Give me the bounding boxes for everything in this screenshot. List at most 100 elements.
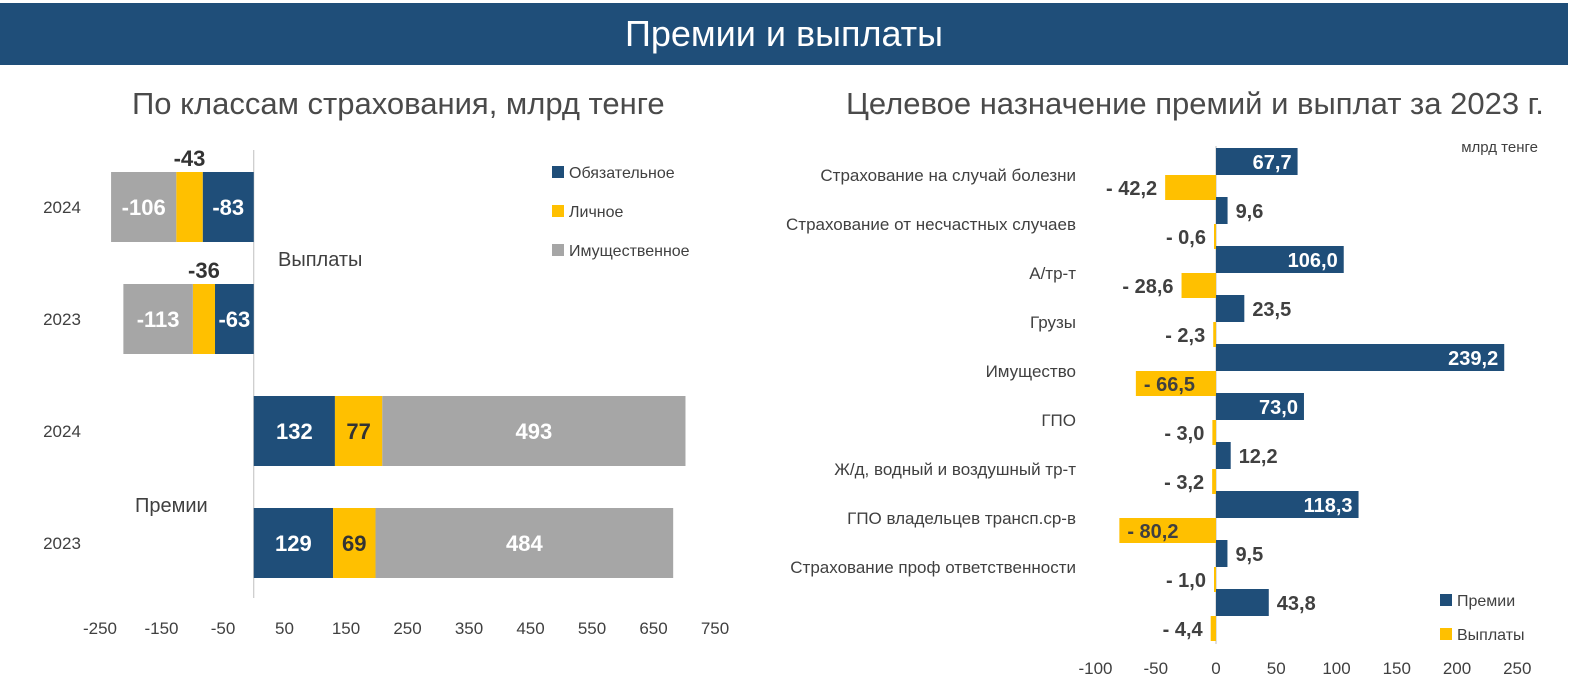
legend-label: Выплаты [1457,627,1525,644]
data-label-payout: - 3,0 [1164,423,1204,445]
bar-premium [1216,442,1231,469]
legend-swatch [552,166,564,178]
bar-payout [1212,420,1216,445]
category-label: А/тр-т [1029,264,1076,283]
bar-premium [1216,295,1245,322]
x-tick-label: 150 [332,619,360,638]
data-label-premium: 43,8 [1277,593,1316,615]
data-label-property: 493 [516,419,553,444]
data-label-property: 484 [506,531,543,556]
x-tick-label: 150 [1383,659,1411,678]
row-year-label: 2023 [43,534,81,553]
group-label-premiums: Премии [135,495,208,517]
data-label-payout: - 42,2 [1106,178,1157,200]
bar-premium [1216,540,1228,567]
bar-segment-property [123,284,193,354]
x-tick-label: 0 [1211,659,1220,678]
chart-classes: -250 -150 -50 50 150 250 350 450 550 650 750 2024 -8… [43,146,729,638]
bar-payout [1181,273,1216,298]
data-label-premium: 9,5 [1235,544,1263,566]
data-label-payout: - 80,2 [1127,521,1178,543]
bar-segment-personal [176,172,203,242]
data-label-premium: 12,2 [1239,446,1278,468]
data-label-payout: - 3,2 [1164,472,1204,494]
data-label-personal: 77 [346,419,370,444]
bar-segment-mandatory [215,284,254,354]
x-tick-label: -150 [144,619,178,638]
legend-swatch [1440,628,1452,640]
bar-segment-property [111,172,177,242]
bar-premium [1216,589,1269,616]
x-tick-label: -50 [1143,659,1168,678]
x-tick-label: 250 [393,619,421,638]
data-label-property: -113 [137,307,180,332]
data-label-personal: -36 [188,258,220,283]
data-label-premium: 118,3 [1304,495,1353,517]
bar-payout [1213,322,1216,347]
row-year-label: 2024 [43,422,81,441]
data-label-mandatory: -83 [212,195,244,220]
x-tick-label: -100 [1078,659,1112,678]
data-label-payout: - 1,0 [1166,570,1206,592]
x-tick-label: 50 [275,619,294,638]
bar-segment-mandatory [202,172,254,242]
category-label: Ж/д, водный и воздушный тр-т [834,460,1076,479]
bar-payout [1214,224,1216,249]
bar-payout [1210,616,1216,641]
data-label-payout: - 28,6 [1122,276,1173,298]
row-year-label: 2024 [43,198,81,217]
legend-label: Премии [1457,593,1515,610]
bar-segment-property [382,396,686,466]
chart-title-classes: По классам страхования, млрд тенге [132,86,665,121]
x-tick-label: 200 [1443,659,1471,678]
x-tick-label: 450 [516,619,544,638]
bar-premium [1216,246,1344,273]
x-tick-label: 750 [701,619,729,638]
bar-segment-mandatory [253,508,334,578]
data-label-premium: 239,2 [1448,348,1498,370]
bar-payout [1212,469,1216,494]
data-label-payout: - 4,4 [1163,619,1204,641]
bar-payout [1119,518,1216,543]
legend-swatch [552,244,564,256]
page-banner-title: Премии и выплаты [0,3,1568,65]
bar-premium [1216,393,1304,420]
data-label-property: -106 [122,195,166,220]
chart-title-purpose: Целевое назначение премий и выплат за 20… [846,86,1544,121]
legend-swatch [1440,594,1452,606]
bar-premium [1216,148,1298,175]
bar-segment-personal [334,396,383,466]
data-label-payout: - 0,6 [1166,227,1206,249]
bar-premium [1216,491,1359,518]
category-label: ГПО [1041,411,1076,430]
row-year-label: 2023 [43,310,81,329]
category-label: Страхование от несчастных случаев [786,215,1076,234]
data-label-premium: 73,0 [1259,397,1298,419]
data-label-payout: - 66,5 [1144,374,1195,396]
bar-segment-personal [192,284,216,354]
bar-premium [1216,344,1505,371]
x-tick-label: 50 [1267,659,1286,678]
data-label-payout: - 2,3 [1165,325,1205,347]
category-label: Имущество [986,362,1076,381]
data-label-personal: -43 [174,146,206,171]
bar-segment-mandatory [253,396,335,466]
bar-payout [1165,175,1216,200]
category-label: ГПО владельцев трансп.ср-в [847,509,1076,528]
bar-payout [1214,567,1216,592]
legend-swatch [552,205,564,217]
x-tick-label: 350 [455,619,483,638]
x-tick-label: 650 [639,619,667,638]
unit-label: млрд тенге [1461,139,1538,156]
category-label: Грузы [1030,313,1076,332]
data-label-mandatory: 132 [276,419,313,444]
data-label-premium: 9,6 [1236,201,1264,223]
group-label-payouts: Выплаты [278,249,362,271]
legend-label: Имущественное [569,243,690,260]
bar-segment-property [375,508,674,578]
bar-payout [1135,371,1216,396]
bar-segment-personal [333,508,376,578]
data-label-premium: 23,5 [1252,299,1291,321]
